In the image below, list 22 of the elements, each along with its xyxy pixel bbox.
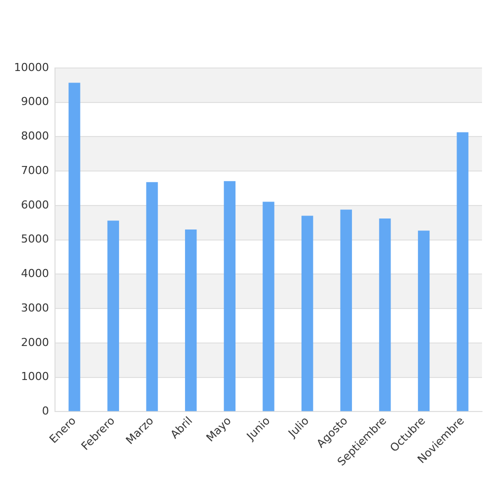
y-tick-label: 9000 — [20, 95, 49, 108]
y-tick-label: 10000 — [14, 60, 49, 74]
y-tick-label: 0 — [42, 404, 49, 418]
y-tick-label: 1000 — [20, 370, 49, 384]
bar — [340, 210, 352, 412]
bar — [301, 216, 314, 412]
y-tick-label: 6000 — [20, 198, 49, 212]
bar — [107, 220, 120, 412]
bar — [418, 230, 430, 412]
bar — [262, 202, 274, 412]
y-tick-label: 5000 — [20, 232, 49, 246]
bar — [456, 132, 468, 412]
y-tick-label: 8000 — [20, 130, 49, 143]
bar — [224, 181, 236, 412]
y-tick-label: 7000 — [20, 164, 49, 177]
bar — [68, 82, 80, 412]
bar — [379, 218, 391, 412]
bar — [146, 182, 158, 412]
y-tick-label: 4000 — [20, 267, 49, 280]
y-tick-label: 3000 — [20, 301, 49, 314]
bar — [185, 230, 197, 412]
y-tick-label: 2000 — [20, 336, 49, 349]
